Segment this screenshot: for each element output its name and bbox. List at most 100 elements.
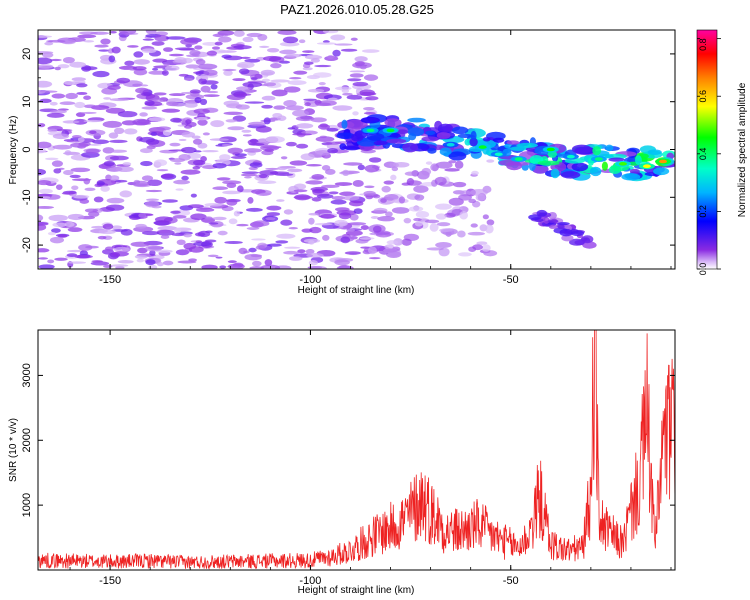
spectrogram-noise-blob: [348, 222, 367, 226]
spectrogram-noise-blob: [132, 66, 147, 71]
spectrogram-ridge-blob: [366, 133, 385, 141]
spectrogram-noise-blob: [306, 164, 322, 167]
spectrogram-noise-blob: [340, 236, 351, 244]
spectrogram-noise-blob: [216, 177, 231, 181]
spectrogram-noise-blob: [355, 238, 369, 244]
spectrogram-noise-blob: [320, 213, 335, 219]
spectrogram-peak: [618, 162, 627, 166]
spectrogram-noise-blob: [326, 127, 339, 132]
spectrogram-noise-blob: [401, 182, 411, 186]
spectrogram-ridge-blob: [506, 140, 520, 145]
spectrogram-noise-blob: [313, 72, 332, 78]
spectrogram-noise-blob: [296, 123, 314, 129]
spectrogram-noise-blob: [364, 185, 375, 189]
spectrogram-noise-blob: [432, 164, 439, 172]
spectrogram-noise-blob: [470, 223, 478, 228]
spectrogram-noise-blob: [81, 111, 97, 114]
spectrogram-noise-blob: [145, 30, 157, 35]
spectrogram-noise-blob: [47, 39, 66, 43]
figure-title: PAZ1.2026.010.05.28.G25: [280, 2, 434, 17]
spectrogram-noise-blob: [303, 238, 321, 244]
spectrogram-noise-blob: [238, 68, 250, 75]
spectrogram-noise-blob: [265, 217, 276, 221]
spectrogram-noise-blob: [214, 41, 223, 46]
spectrogram-peak: [494, 152, 503, 157]
spectrogram-noise-blob: [295, 116, 315, 122]
spectrogram-peak: [514, 157, 523, 161]
spectrogram-noise-blob: [90, 31, 110, 35]
spectrogram-noise-blob: [97, 235, 107, 240]
spectrogram-branch-blob: [528, 214, 542, 221]
spectrogram-noise-blob: [300, 153, 315, 161]
spectrogram-noise-blob: [198, 78, 207, 85]
spectrogram-noise-blob: [249, 138, 259, 144]
spectrogram-branch-blob: [543, 216, 550, 224]
spectrogram-noise-blob: [224, 240, 243, 244]
spectrogram-noise-blob: [67, 261, 87, 264]
spectrogram-noise-blob: [367, 246, 377, 255]
spectrogram-noise-blob: [391, 207, 410, 214]
spectrogram-noise-blob: [308, 265, 328, 269]
spectrogram-branch-blob: [570, 230, 585, 237]
spectrogram-noise-blob: [130, 241, 151, 247]
spectrogram-noise-blob: [151, 41, 165, 46]
spectrogram-noise-blob: [113, 127, 125, 135]
spectrogram-ridge-blob: [451, 126, 469, 135]
spectrogram-noise-blob: [69, 174, 81, 179]
spectrogram-noise-blob: [271, 89, 288, 97]
spectrogram-noise-blob: [232, 78, 246, 82]
spectrogram-ridge-blob: [531, 164, 549, 174]
spectrogram-noise-blob: [486, 219, 495, 226]
spectrogram-noise-blob: [51, 228, 61, 233]
spectrogram-ridge-blob: [360, 116, 380, 124]
spectrogram-noise-blob: [38, 180, 52, 186]
spectrogram-noise-blob: [301, 228, 313, 233]
spectrogram-noise-blob: [354, 56, 368, 62]
spectrogram-noise-blob: [146, 198, 159, 202]
spectrogram-noise-blob: [401, 238, 412, 246]
spectrogram-noise-blob: [54, 257, 68, 261]
spectrogram-noise-blob: [315, 102, 331, 107]
spectrogram-noise-blob: [459, 210, 468, 220]
spectrogram-noise-blob: [85, 148, 100, 154]
spectrogram-noise-blob: [132, 118, 150, 126]
spectrogram-noise-blob: [190, 213, 207, 221]
spectrogram-branch-blob: [581, 235, 594, 244]
spectrogram-noise-blob: [386, 240, 399, 245]
spectrogram-noise-blob: [361, 49, 380, 53]
spectrogram-noise-blob: [342, 92, 353, 96]
spectrogram-noise-blob: [467, 231, 485, 236]
spectrogram-noise-blob: [263, 117, 271, 125]
spectrogram-noise-blob: [54, 66, 61, 71]
spectrogram-noise-blob: [261, 104, 273, 109]
spectrogram-noise-blob: [114, 179, 128, 183]
spectrogram-noise-blob: [267, 243, 282, 247]
spectrogram-noise-blob: [38, 168, 46, 176]
spectrogram-noise-blob: [279, 49, 297, 55]
spectrogram-noise-blob: [349, 73, 364, 78]
spectrogram-noise-blob: [113, 246, 130, 252]
spectrogram-peak: [658, 159, 667, 164]
spectrogram-noise-blob: [203, 69, 218, 76]
spectrogram-noise-blob: [267, 47, 280, 53]
spectrogram-noise-blob: [338, 212, 352, 220]
spectrogram-noise-blob: [77, 136, 85, 143]
spectrogram-noise-blob: [47, 259, 55, 264]
spectrogram-noise-blob: [66, 253, 78, 258]
spectrogram-peak: [386, 128, 395, 133]
spectrogram-noise-blob: [348, 200, 364, 207]
spectrogram-noise-blob: [210, 120, 225, 128]
spectrogram-ridge-blob: [448, 151, 467, 161]
spectrogram-noise-blob: [350, 37, 358, 41]
spectrogram-noise-blob: [53, 168, 62, 174]
snr-ticks: -150 -100 -50 1000 2000 3000: [21, 330, 675, 587]
spectrogram-noise-blob: [334, 259, 350, 266]
spectrogram-noise-blob: [62, 56, 75, 64]
spectrogram-noise-blob: [457, 230, 466, 238]
spectrogram-noise-blob: [92, 139, 110, 145]
spectrogram-ridge-blob: [647, 149, 662, 156]
spectrogram-noise-blob: [193, 159, 206, 166]
spectrogram-noise-blob: [52, 133, 69, 140]
spectrogram-noise-blob: [163, 47, 174, 52]
spectrogram-noise-blob: [65, 92, 78, 100]
